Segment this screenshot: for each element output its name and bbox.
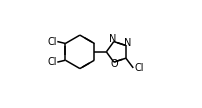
- Text: N: N: [123, 38, 130, 48]
- Text: Cl: Cl: [47, 57, 57, 67]
- Text: N: N: [108, 34, 115, 44]
- Text: O: O: [109, 60, 117, 69]
- Text: Cl: Cl: [47, 37, 57, 47]
- Text: Cl: Cl: [134, 63, 143, 73]
